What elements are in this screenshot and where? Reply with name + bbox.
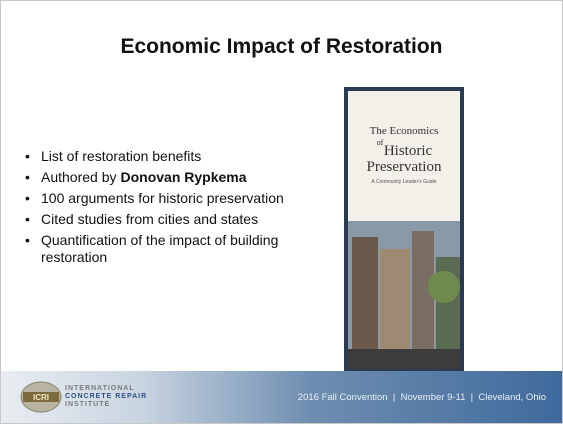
bullet-text: Quantification of the impact of building… (41, 232, 278, 265)
bullet: List of restoration benefits (23, 148, 323, 165)
logo-line: CONCRETE REPAIR (65, 393, 147, 401)
bullet: Quantification of the impact of building… (23, 232, 323, 266)
bullet-text: Cited studies from cities and states (41, 211, 258, 227)
bullet-text: Authored by (41, 169, 117, 185)
book-subtitle: A Community Leader's Guide (372, 179, 437, 185)
bullet-bold: Donovan Rypkema (121, 169, 247, 185)
event-info: 2016 Fall Convention | November 9-11 | C… (298, 392, 546, 403)
logo-text: INTERNATIONAL CONCRETE REPAIR INSTITUTE (65, 385, 147, 409)
book-title-line: of (377, 138, 384, 147)
slide: Economic Impact of Restoration List of r… (0, 0, 563, 424)
bullet-list: List of restoration benefits Authored byD… (23, 148, 323, 270)
book-title-line: Preservation (367, 159, 442, 175)
logo-mark: ICRI (33, 393, 49, 402)
logo-line: INTERNATIONAL (65, 385, 147, 393)
bullet: Cited studies from cities and states (23, 211, 323, 228)
logo-line: INSTITUTE (65, 401, 147, 409)
slide-title: Economic Impact of Restoration (1, 35, 562, 59)
bullet: 100 arguments for historic preservation (23, 190, 323, 207)
book-title-line: Historic (384, 143, 433, 159)
bullet-text: List of restoration benefits (41, 148, 201, 164)
book-title-line: The Economics (370, 125, 439, 137)
logo: ICRI (19, 380, 63, 414)
book-cover: The Economics of Historic Preservation A… (344, 87, 464, 373)
bullet-text: 100 arguments for historic preservation (41, 190, 284, 206)
footer: ICRI INTERNATIONAL CONCRETE REPAIR INSTI… (1, 371, 562, 423)
